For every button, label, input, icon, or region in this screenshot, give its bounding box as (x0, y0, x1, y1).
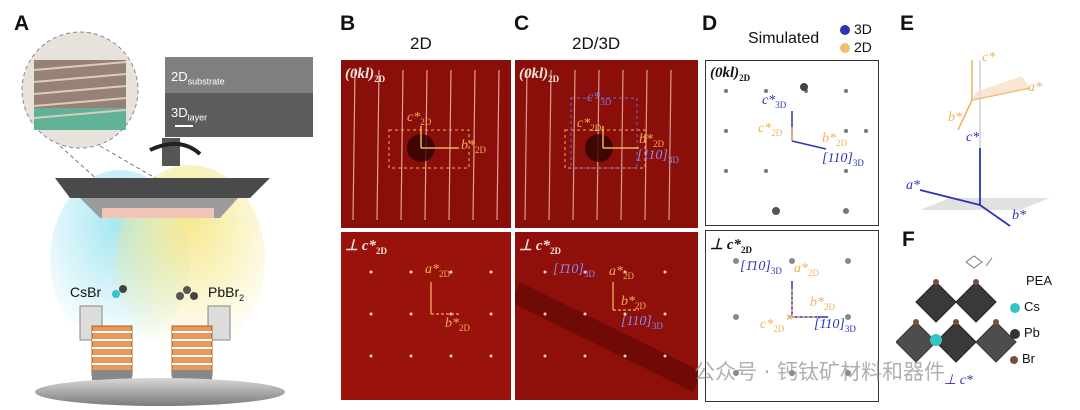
legend-cs: Cs (1010, 294, 1052, 320)
legend-pb: Pb (1010, 320, 1052, 346)
panel-d-legend: 3D 2D (840, 20, 872, 56)
panel-b-bstar: b*2D (461, 138, 486, 155)
panel-b-bottom-bstar: b*2D (445, 316, 470, 333)
panel-a-letter: A (14, 12, 30, 35)
panel-c-dir110: [110]3D (637, 148, 679, 165)
panel-c-top-label: (0kl)2D (519, 66, 560, 84)
substrate-plate (55, 178, 270, 198)
cs-source-left (79, 305, 133, 380)
legend-2d: 2D (840, 38, 872, 56)
legend-pea: PEA (1026, 273, 1053, 288)
panel-d-bottom-label: ⊥ c*2D (710, 237, 752, 255)
panel-d-top-label: (0kl)2D (710, 65, 751, 83)
cs-source-label: CsBr (70, 284, 102, 300)
panel-d-dir110: [110]3D (822, 151, 864, 168)
sem-layer-sub: layer (187, 112, 208, 123)
panel-c-bottom-label: ⊥ c*2D (519, 238, 561, 256)
panel-b-top-pattern: (0kl)2D c*2D b*2D (341, 60, 511, 228)
watermark-text: 公众号 · 钙钛矿材料和器件 (694, 360, 946, 384)
chamber-base (35, 378, 285, 406)
sem-substrate-sub: substrate (187, 76, 225, 87)
panel-e-cstar-3d: c* (966, 130, 980, 145)
panel-f-structure (896, 255, 1017, 363)
panel-d-bottom-bstar: b*2D (810, 295, 835, 312)
sem-scale-bar (175, 125, 193, 127)
panel-c-title: 2D/3D (572, 34, 621, 53)
panel-d-dirbar110: [1̄10]3D (740, 259, 782, 276)
pb-source-right (171, 305, 231, 380)
panel-e-axes (919, 60, 1050, 227)
panel-c-bottom-pattern: ⊥ c*2D [1̄10]3D a*2D b*2D [110]3D (515, 232, 698, 400)
sem-inset: 2Dsubstrate 3Dlayer (165, 57, 313, 137)
panel-d-letter: D (702, 12, 718, 35)
panel-c-astar: a*2D (609, 264, 634, 281)
panel-d-bottom-dir110: [110]3D (814, 317, 856, 334)
crystal-structure (33, 60, 127, 130)
panel-d-title: Simulated (748, 30, 820, 47)
panel-f-letter: F (902, 228, 915, 251)
panel-e-astar-3d: a* (906, 178, 920, 193)
legend-3d: 3D (840, 20, 872, 38)
sem-substrate-label: 2D (171, 69, 188, 84)
svg-text:×: × (786, 310, 793, 324)
panel-b-bottom-label: ⊥ c*2D (345, 238, 387, 256)
panel-c-top-pattern: (0kl)2D c*3D c*2D b*2D [110]3D (515, 60, 698, 228)
panel-d-cstar2d: c*2D (758, 121, 783, 138)
panel-c-bstar: b*2D (639, 132, 664, 149)
panel-b-cstar: c*2D (407, 110, 432, 127)
panel-d-bstar: b*2D (822, 131, 847, 148)
panel-d-bottom-cstar: c*2D (760, 317, 785, 334)
panel-c-cstar: c*2D (577, 116, 602, 133)
panel-b-astar: a*2D (425, 262, 450, 279)
panel-b-bottom-pattern: ⊥ c*2D a*2D b*2D (341, 232, 511, 400)
panel-e-letter: E (900, 12, 915, 35)
panel-b-letter: B (340, 12, 356, 35)
panel-f-legend: PEA Cs Pb Br (1010, 268, 1053, 372)
panel-c-cstar3d: c*3D (587, 90, 612, 107)
panel-c-bottom-dir110: [110]3D (621, 314, 663, 331)
panel-e-bstar-2d: b* (948, 110, 962, 125)
panel-b-top-label: (0kl)2D (345, 66, 386, 84)
panel-f-cstar: ⊥ c* (944, 373, 973, 388)
panel-c-bottom-bstar: b*2D (621, 294, 646, 311)
pb-source-label: PbBr2 (208, 284, 245, 303)
panel-b-top-streaks (352, 69, 500, 221)
panel-d-bottom-sim: × ⊥ c*2D [1̄10]3D a*2D b*2D c*2D [110]3D (705, 230, 879, 402)
legend-br: Br (1010, 346, 1052, 372)
panel-c-letter: C (514, 12, 530, 35)
panel-b-title: 2D (410, 34, 432, 53)
panel-c-dirbar110: [1̄10]3D (553, 262, 595, 279)
panel-e-astar-2d: a* (1028, 80, 1042, 95)
panel-a-illustration (21, 31, 285, 406)
rotation-arrow-icon (149, 142, 202, 156)
panel-d-top-sim: (0kl)2D c*3D c*2D b*2D [110]3D (705, 60, 879, 226)
sem-layer-label: 3D (171, 105, 188, 120)
panel-e-bstar-3d: b* (1012, 208, 1026, 223)
panel-e-cstar-2d: c* (982, 50, 996, 65)
panel-d-astar: a*2D (794, 261, 819, 278)
panel-d-cstar3d: c*3D (762, 93, 787, 110)
